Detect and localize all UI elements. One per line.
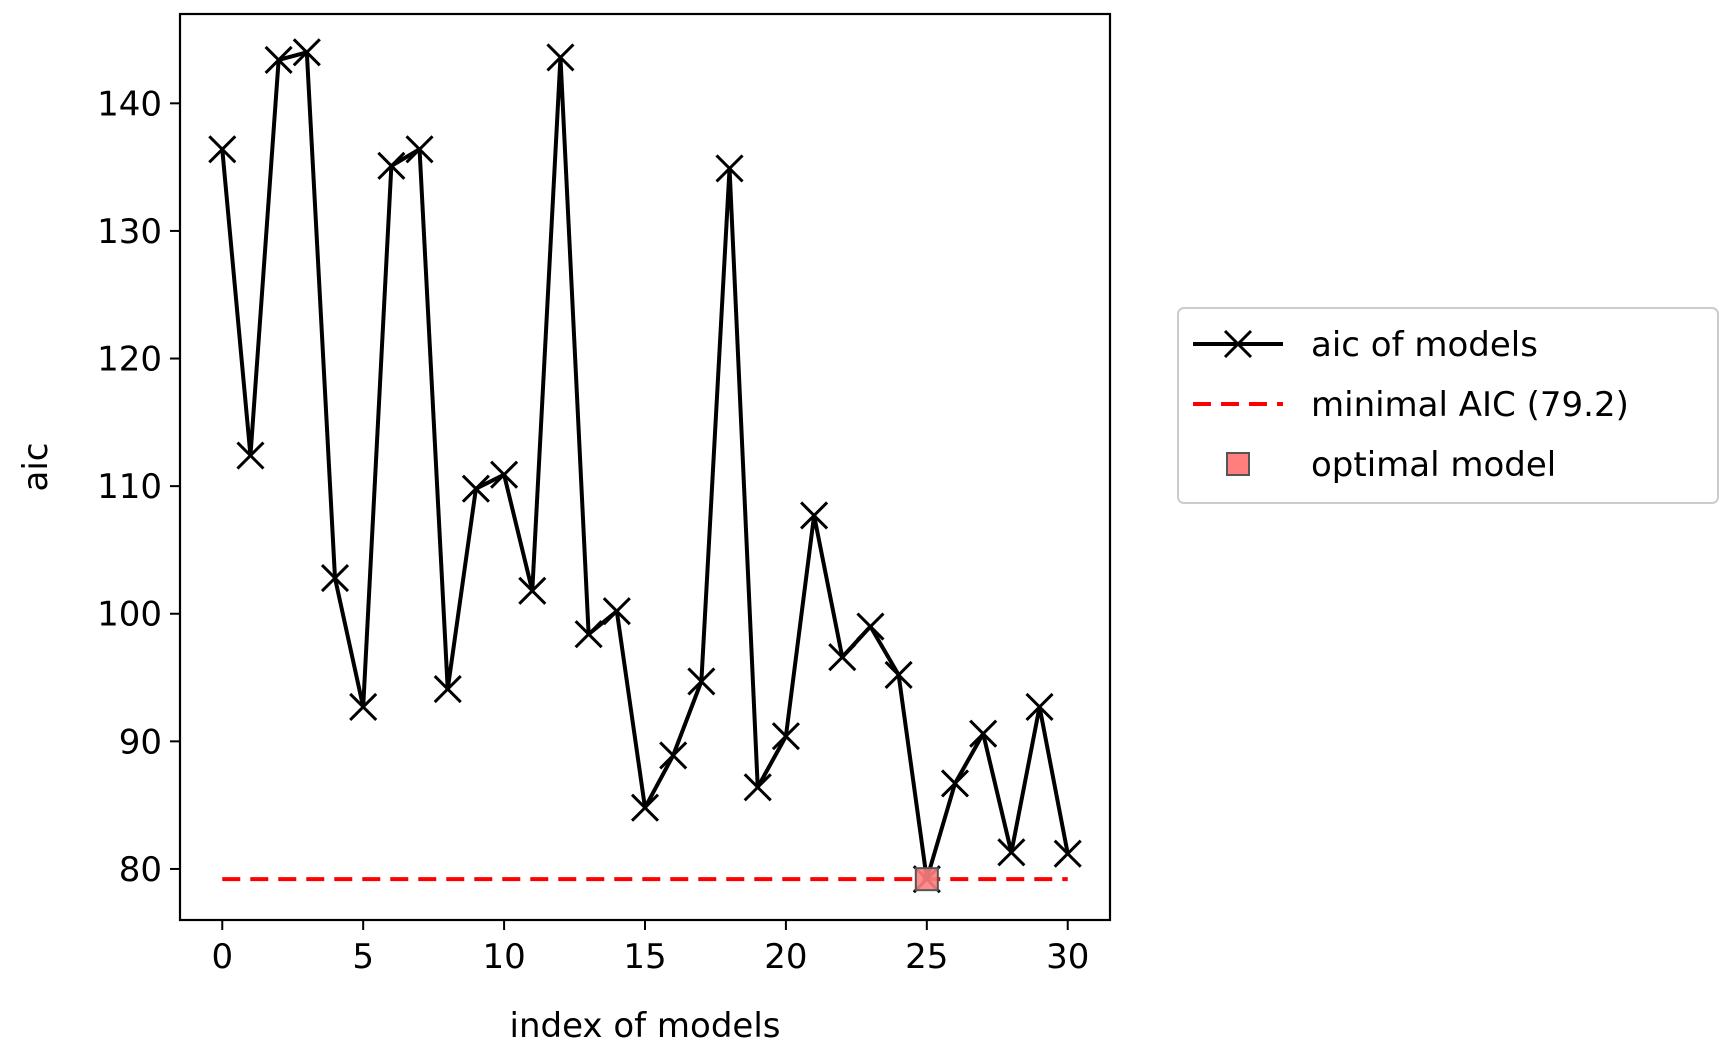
aic-point xyxy=(715,154,744,183)
aic-point xyxy=(969,719,998,748)
x-tick-label: 10 xyxy=(482,937,525,977)
aic-point xyxy=(546,43,575,72)
y-tick-label: 90 xyxy=(119,722,162,762)
legend-item-optimal: optimal model xyxy=(1226,445,1556,485)
aic-point xyxy=(997,838,1026,867)
plot-frame xyxy=(178,12,1112,922)
aic-point xyxy=(490,460,519,489)
aic-point xyxy=(630,793,660,822)
y-tick-label: 110 xyxy=(97,467,162,507)
x-tick-label: 30 xyxy=(1046,937,1089,977)
aic-point xyxy=(743,773,772,802)
y-tick-label: 120 xyxy=(97,340,162,380)
aic-point xyxy=(518,576,547,605)
aic-point xyxy=(377,151,406,180)
aic-point xyxy=(1025,692,1054,721)
aic-point xyxy=(208,135,237,164)
aic-point xyxy=(1053,839,1082,868)
legend: aic of models minimal AIC (79.2) optimal m… xyxy=(1177,307,1719,504)
legend-item-aic: aic of models xyxy=(1193,325,1538,365)
aic-point xyxy=(940,769,970,798)
y-tick-label: 140 xyxy=(97,84,162,124)
legend-label-optimal: optimal model xyxy=(1311,445,1556,485)
x-axis-label: index of models xyxy=(510,1006,781,1046)
aic-point xyxy=(574,620,603,649)
aic-point xyxy=(771,722,800,751)
aic-point xyxy=(433,674,462,704)
aic-point xyxy=(236,441,265,470)
y-tick-label: 80 xyxy=(119,850,162,890)
y-axis-label: aic xyxy=(16,443,56,492)
aic-point xyxy=(292,38,321,67)
aic-point xyxy=(264,45,293,74)
legend-label-minimal: minimal AIC (79.2) xyxy=(1311,385,1629,425)
aic-point xyxy=(856,612,885,641)
aic-point xyxy=(602,597,631,626)
y-tick-label: 100 xyxy=(97,595,162,635)
x-tick-label: 20 xyxy=(764,937,807,977)
aic-point xyxy=(320,563,350,593)
y-tick-label: 130 xyxy=(97,212,162,252)
aic-point xyxy=(828,643,857,672)
aic-series-line xyxy=(220,50,1070,882)
x-tick-label: 15 xyxy=(623,937,666,977)
x-tick-label: 0 xyxy=(211,937,233,977)
legend-label-aic: aic of models xyxy=(1311,325,1538,365)
x-tick-label: 5 xyxy=(352,937,374,977)
aic-point xyxy=(659,741,688,770)
legend-box xyxy=(1177,307,1719,504)
aic-point xyxy=(461,474,490,503)
aic-point xyxy=(687,667,716,696)
aic-point xyxy=(884,660,913,690)
aic-point xyxy=(405,135,434,164)
legend-item-minimal: minimal AIC (79.2) xyxy=(1193,385,1629,425)
x-tick-label: 25 xyxy=(905,937,948,977)
aic-point xyxy=(800,501,829,530)
optimal-model-marker xyxy=(914,867,939,892)
aic-point xyxy=(349,692,378,721)
